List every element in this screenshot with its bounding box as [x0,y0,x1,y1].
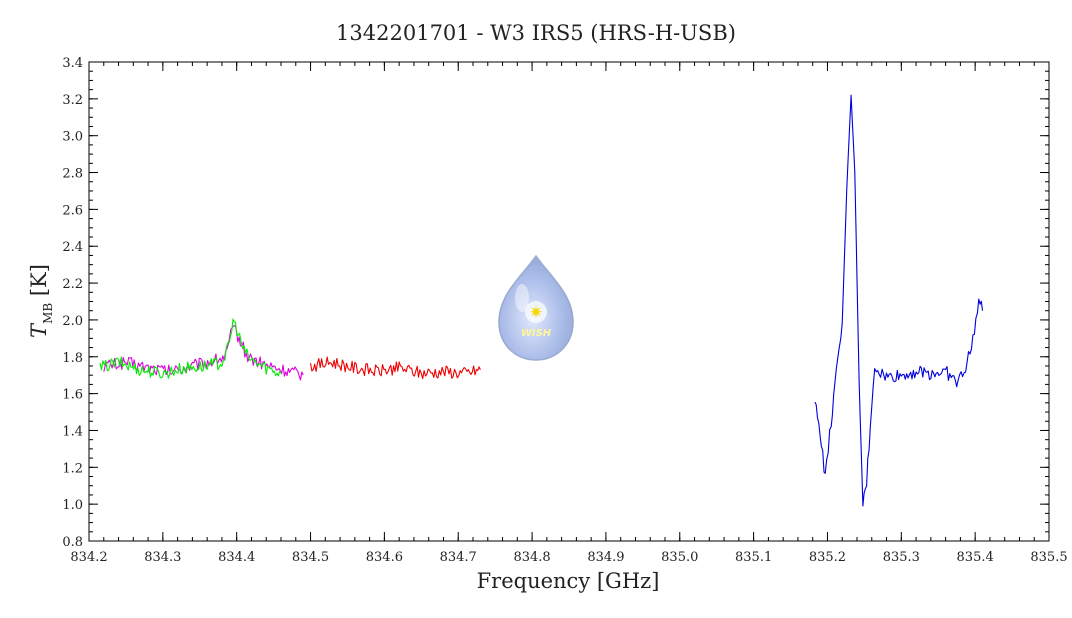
x-tick-label: 835.1 [735,550,772,565]
star-icon: ✷ [529,303,543,323]
y-tick-label: 1.6 [62,388,83,403]
y-tick-label: 1.0 [62,498,83,513]
x-axis-label: Frequency [GHz] [477,569,660,593]
series-line-3 [309,356,481,380]
logo-text: WISH [521,328,552,339]
x-tick-label: 835.5 [1030,550,1067,565]
y-tick-label: 1.8 [62,351,83,366]
y-tick-label: 2.0 [62,314,83,329]
y-axis-label-unit: [K] [27,264,51,303]
x-tick-label: 835.2 [809,550,846,565]
y-tick-label: 2.4 [62,240,83,255]
x-tick-label: 834.9 [587,550,624,565]
star-glow [525,301,547,323]
y-tick-label: 2.2 [62,277,83,292]
svg-text:TMB [K]: TMB [K] [27,264,55,338]
x-tick-label: 835.4 [957,550,994,565]
x-tick-label: 834.7 [440,550,477,565]
series-line-2 [99,318,282,379]
tick-labels: 834.2 834.3 834.4 834.5 834.6 834.7 834.8 834.9… [62,56,1067,565]
x-tick-label: 834.4 [218,550,255,565]
wish-logo: ✷ WISH [498,254,574,361]
y-tick-label: 3.2 [62,93,83,108]
x-tick-label: 835.3 [883,550,920,565]
y-tick-label: 3.0 [62,130,83,145]
chart-title: 1342201701 - W3 IRS5 (HRS-H-USB) [336,21,736,45]
y-tick-label: 3.4 [62,56,83,71]
y-axis-label: TMB [K] [27,264,55,338]
tick-marks [88,61,1050,542]
x-tick-label: 834.3 [144,550,181,565]
y-tick-label: 2.8 [62,167,83,182]
drop-highlight [515,284,529,312]
y-tick-label: 1.2 [62,461,83,476]
y-tick-label: 1.4 [62,424,83,439]
plot-area: 834.2 834.3 834.4 834.5 834.6 834.7 834.8 834.9… [62,56,1067,565]
x-tick-label: 834.8 [513,550,550,565]
y-axis-label-main: T [27,322,51,338]
x-tick-label: 834.6 [366,550,403,565]
x-tick-label: 835.0 [661,550,698,565]
y-tick-label: 2.6 [62,203,83,218]
series-line-4 [814,94,984,507]
x-tick-label: 834.2 [70,550,107,565]
x-tick-label: 834.5 [292,550,329,565]
y-axis-label-subscript: MB [41,303,55,324]
series-layer [99,94,984,507]
y-tick-label: 0.8 [62,535,83,550]
